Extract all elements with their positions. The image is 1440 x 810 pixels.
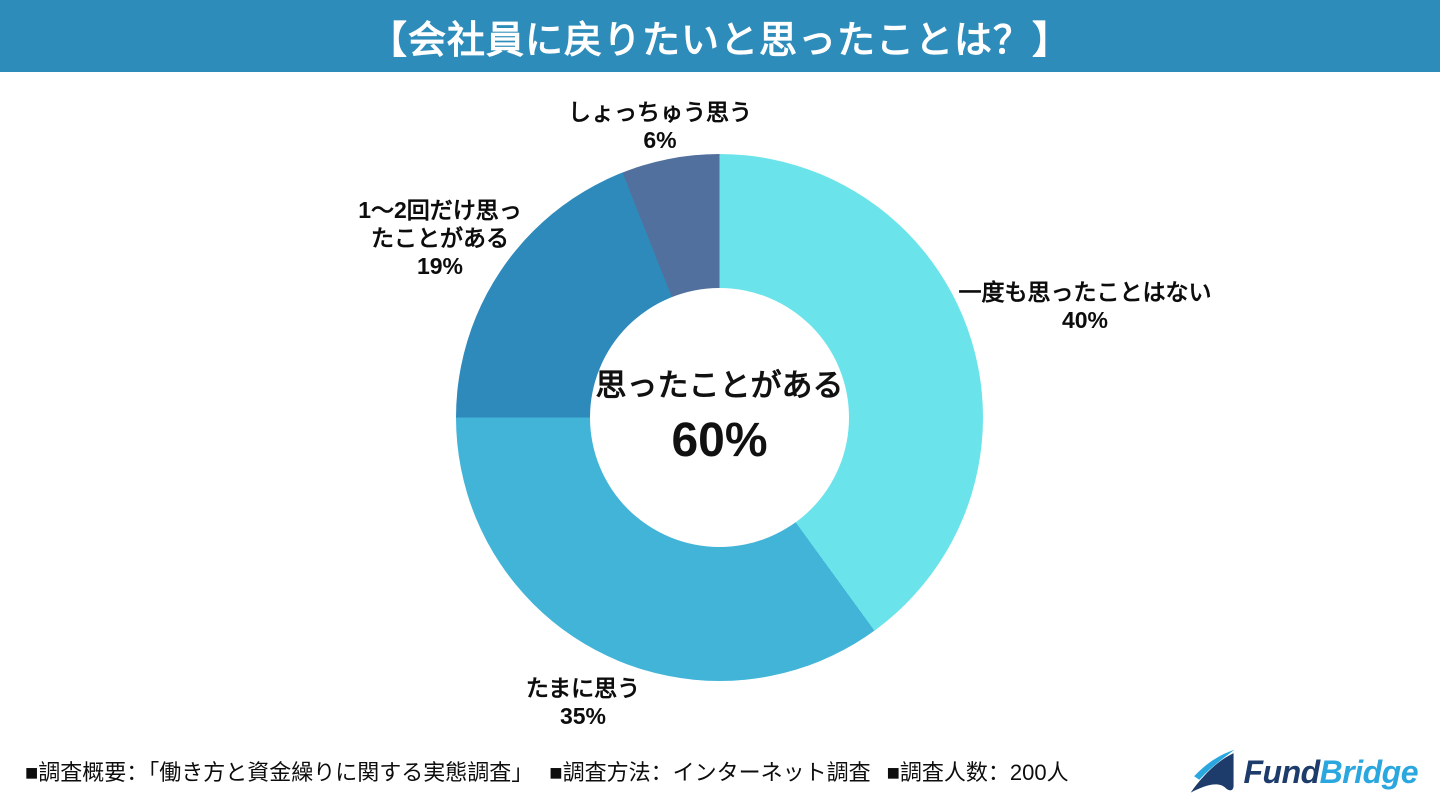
logo-text-bridge: Bridge <box>1319 753 1419 790</box>
survey-overview: ■調査概要：「働き方と資金繰りに関する実態調査」 <box>25 760 534 785</box>
slice-label-text: たことがある <box>371 225 509 251</box>
slice-label-percentage: 35% <box>559 703 607 729</box>
slice-label-text: しょっちゅう思う <box>568 99 752 125</box>
center-percentage: 60% <box>671 414 768 468</box>
slice-label-percentage: 40% <box>1061 307 1109 333</box>
slice-label-percentage: 19% <box>416 253 464 279</box>
slice-label-often: しょっちゅう思う 6% <box>550 98 770 154</box>
survey-method: ■調査方法：インターネット調査 <box>549 760 871 785</box>
page-title: 【会社員に戻りたいと思ったことは？】 <box>368 19 1071 62</box>
survey-count: ■調査人数：200人 <box>886 760 1069 785</box>
title-banner: 【会社員に戻りたいと思ったことは？】 <box>0 0 1440 72</box>
logo-text-fund: Fund <box>1243 753 1320 790</box>
slice-label-text: 1〜2回だけ思っ <box>358 197 522 223</box>
slice-label-percentage: 6% <box>643 127 677 153</box>
donut-center: 思ったことがある 60% <box>590 288 849 547</box>
fundbridge-logo: Fund Bridge <box>1189 746 1419 798</box>
fundbridge-logo-icon <box>1191 749 1235 793</box>
center-label: 思ったことがある <box>595 367 844 403</box>
fundbridge-logo-text: Fund Bridge <box>1243 754 1418 791</box>
slice-label-sometimes: たまに思う 35% <box>473 674 693 730</box>
donut-chart: 思ったことがある 60% <box>456 154 983 681</box>
slice-label-text: たまに思う <box>525 675 641 701</box>
slice-label-never: 一度も思ったことはない 40% <box>920 278 1250 334</box>
slice-label-once-or-twice: 1〜2回だけ思っ たことがある 19% <box>330 196 550 280</box>
survey-info: ■調査概要：「働き方と資金繰りに関する実態調査」 ■調査方法：インターネット調査… <box>25 757 1069 789</box>
slice-label-text: 一度も思ったことはない <box>958 279 1212 305</box>
